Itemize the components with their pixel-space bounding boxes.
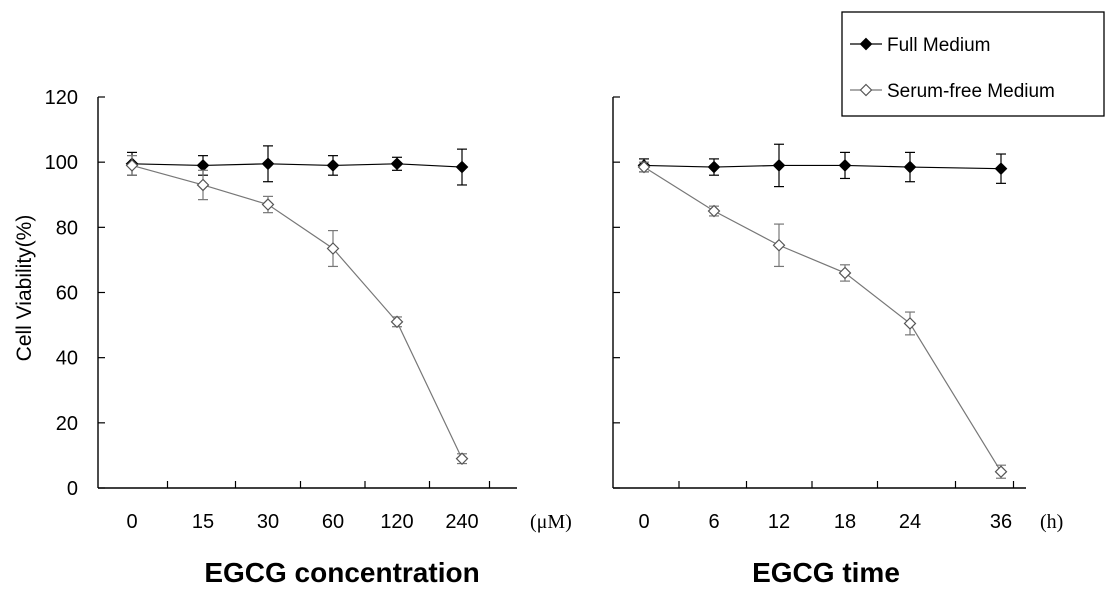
y-axis-label: Cell Viability(%) (13, 215, 36, 362)
data-point-full-medium (261, 157, 275, 171)
data-point-full-medium (390, 157, 404, 171)
x-tick-label: 18 (834, 511, 856, 533)
x-tick-label: 240 (445, 511, 478, 533)
data-point-serum-free (637, 160, 651, 174)
legend-label: Full Medium (887, 35, 990, 56)
series-line-full-medium (131, 163, 463, 168)
data-point-full-medium (838, 159, 852, 172)
y-tick-label: 40 (56, 348, 78, 370)
x-tick-label: 6 (708, 511, 719, 533)
data-point-serum-free (455, 452, 469, 466)
y-tick-label: 0 (67, 478, 78, 500)
x-tick-label: 15 (192, 511, 214, 533)
series-line-serum-free (131, 164, 463, 459)
x-unit-label: (μM) (530, 511, 572, 533)
y-tick-label: 120 (45, 87, 78, 109)
data-point-full-medium (994, 162, 1008, 176)
legend-box (841, 11, 1105, 117)
x-tick-label: 24 (899, 511, 921, 533)
panel-time: 0 6 12 18 24 36 (h) (612, 96, 1063, 533)
data-point-serum-free (390, 315, 404, 329)
legend-label: Serum-free Medium (887, 81, 1055, 102)
x-tick-label: 12 (768, 511, 790, 533)
y-tick-label: 100 (45, 152, 78, 174)
data-point-full-medium (326, 159, 340, 172)
series-line-full-medium (643, 164, 1002, 170)
y-tick-label: 60 (56, 283, 78, 305)
data-point-full-medium (707, 160, 721, 174)
legend-marker-serum-free (859, 83, 873, 97)
data-point-serum-free (994, 465, 1008, 479)
data-point-full-medium (455, 160, 469, 174)
data-point-full-medium (772, 159, 786, 172)
data-point-serum-free (261, 198, 275, 211)
x-tick-label: 60 (322, 511, 344, 533)
x-tick-label: 0 (638, 511, 649, 533)
x-axis-title-time: EGCG time (752, 557, 900, 588)
data-point-serum-free (903, 317, 917, 330)
data-point-serum-free (707, 204, 721, 218)
data-point-serum-free (196, 178, 210, 192)
x-tick-label: 0 (126, 511, 137, 533)
data-point-full-medium (196, 159, 210, 172)
x-tick-label: 36 (990, 511, 1012, 533)
y-tick-label: 80 (56, 217, 78, 239)
data-point-serum-free (772, 238, 786, 252)
data-point-serum-free (125, 159, 139, 172)
x-tick-label: 120 (380, 511, 413, 533)
data-point-serum-free (838, 266, 852, 280)
legend: Full Medium Serum-free Medium (841, 11, 1105, 117)
series-line-serum-free (643, 166, 1002, 473)
x-axis-title-concentration: EGCG concentration (204, 557, 479, 588)
y-tick-label: 20 (56, 413, 78, 435)
data-point-full-medium (903, 160, 917, 174)
x-unit-label: (h) (1040, 511, 1063, 533)
legend-marker-full-medium (859, 37, 873, 51)
data-point-serum-free (326, 242, 340, 255)
panel-concentration: 0 20 40 60 80 100 120 0 15 30 60 120 240 (μM) (45, 87, 572, 533)
x-tick-label: 30 (257, 511, 279, 533)
